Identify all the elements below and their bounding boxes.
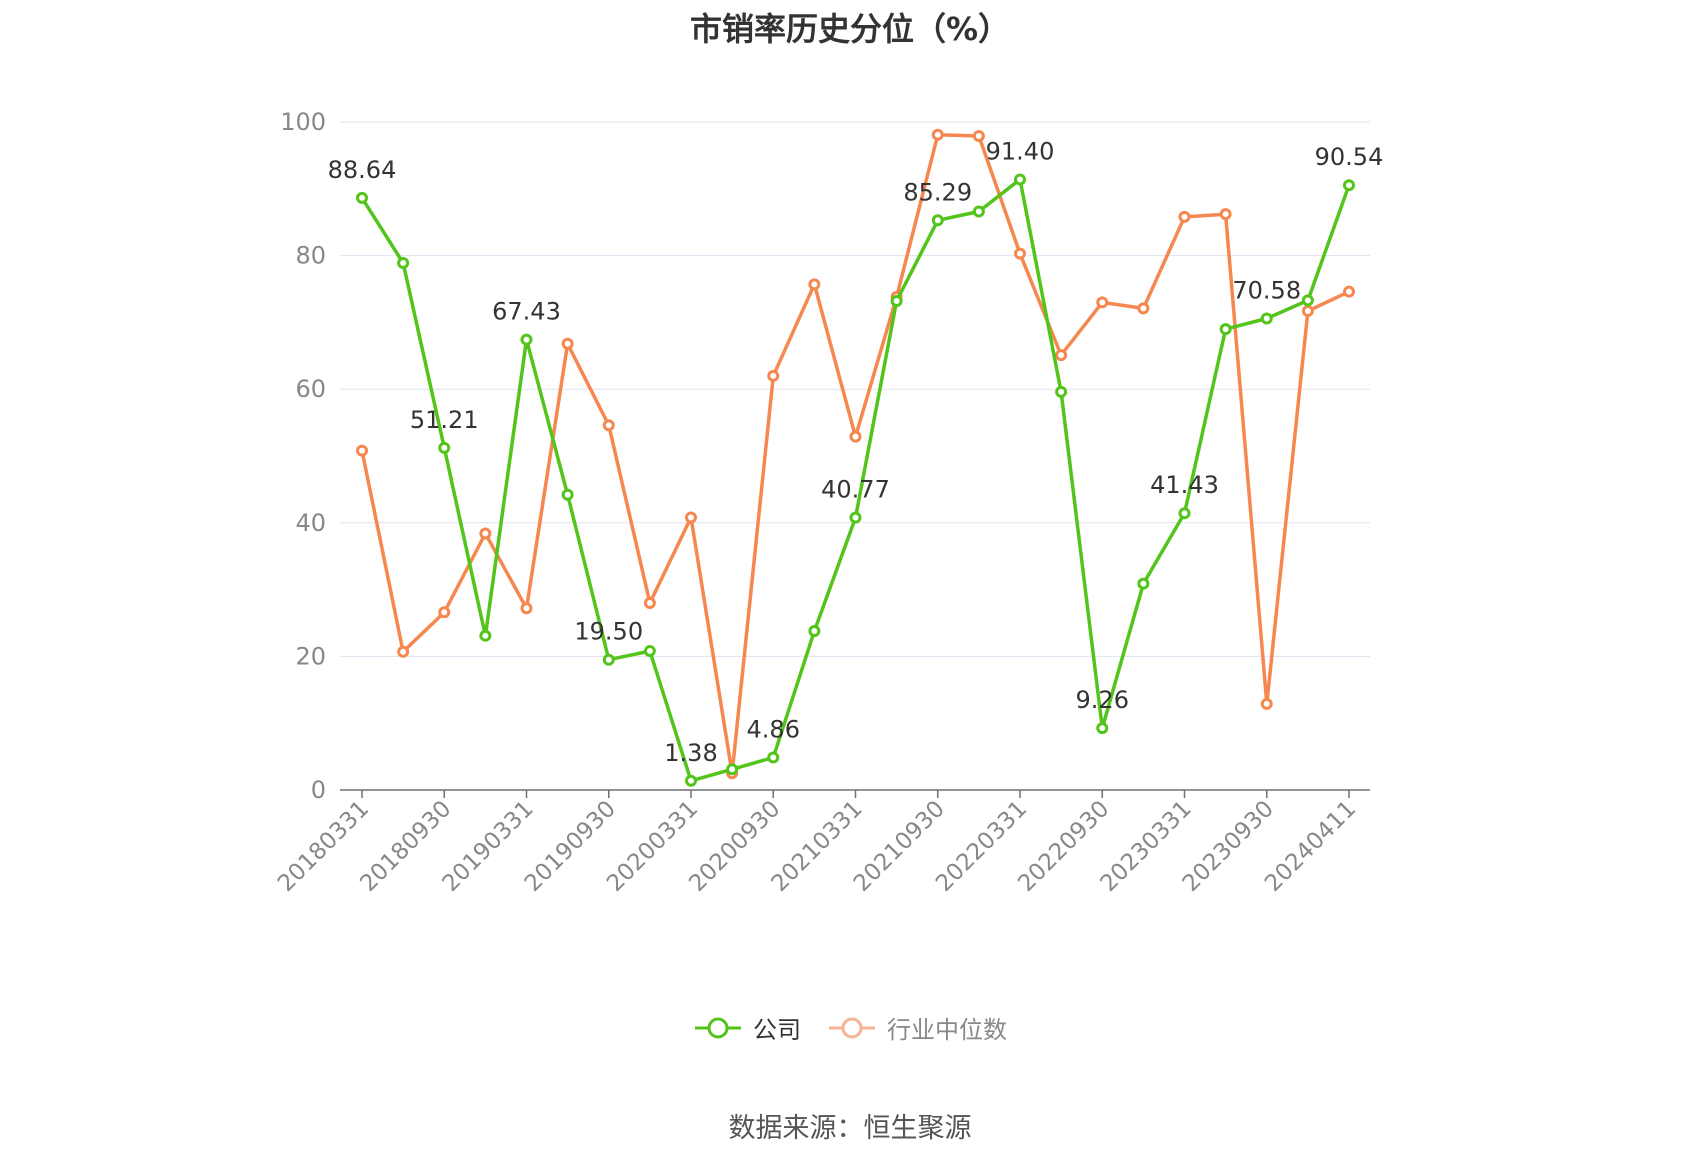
data-point[interactable] (1096, 296, 1109, 309)
data-label: 4.86 (747, 716, 800, 744)
y-tick-label: 0 (311, 776, 326, 804)
data-point[interactable] (1137, 302, 1150, 315)
data-point[interactable] (849, 511, 862, 524)
data-point[interactable] (1219, 208, 1232, 221)
data-point[interactable] (1096, 722, 1109, 735)
data-point[interactable] (685, 774, 697, 787)
y-tick-label: 20 (295, 642, 326, 670)
chart-title: 市销率历史分位（%） (689, 10, 1011, 48)
data-point[interactable] (520, 333, 533, 346)
data-label: 70.58 (1232, 277, 1301, 305)
data-point[interactable] (1260, 312, 1273, 325)
data-point[interactable] (520, 602, 533, 615)
data-point[interactable] (397, 256, 410, 269)
data-point[interactable] (931, 128, 944, 141)
data-point[interactable] (808, 278, 821, 291)
data-point[interactable] (1014, 247, 1026, 260)
legend-company-marker-icon (695, 1017, 741, 1038)
data-point[interactable] (726, 763, 739, 776)
legend-label-industry: 行业中位数 (887, 1016, 1007, 1044)
label-layer: 88.64 51.21 67.43 19.50 1.38 4.86 40.77 85.29 91… (328, 137, 1384, 766)
data-point[interactable] (1343, 179, 1355, 192)
data-label: 85.29 (903, 178, 972, 206)
data-point[interactable] (1219, 323, 1232, 336)
data-point[interactable] (808, 625, 821, 638)
data-point[interactable] (767, 751, 780, 764)
data-point[interactable] (1178, 507, 1191, 520)
data-source-note: 数据来源：恒生聚源 (728, 1113, 972, 1144)
data-label: 67.43 (492, 298, 561, 326)
data-point[interactable] (1014, 173, 1026, 186)
data-point[interactable] (1178, 210, 1191, 223)
y-tick-label: 60 (295, 375, 326, 403)
data-point[interactable] (397, 645, 410, 658)
data-point[interactable] (643, 596, 656, 609)
legend: 公司 行业中位数 (0, 1010, 1700, 1045)
data-point[interactable] (643, 645, 656, 658)
data-point[interactable] (685, 511, 697, 524)
data-label: 9.26 (1076, 686, 1129, 714)
data-point[interactable] (1260, 697, 1273, 710)
data-label: 88.64 (328, 156, 397, 184)
y-tick-label: 40 (295, 509, 326, 537)
data-point[interactable] (1301, 294, 1314, 307)
data-point[interactable] (602, 653, 615, 666)
data-label: 40.77 (821, 476, 890, 504)
data-point[interactable] (1055, 385, 1068, 398)
data-point[interactable] (1343, 285, 1355, 298)
data-point[interactable] (972, 205, 985, 218)
data-label: 91.40 (986, 137, 1055, 165)
data-label: 41.43 (1150, 471, 1219, 499)
series-layer (356, 128, 1355, 787)
data-point[interactable] (356, 444, 368, 457)
data-point[interactable] (1301, 305, 1314, 318)
data-point[interactable] (479, 629, 492, 642)
data-label: 51.21 (410, 406, 479, 434)
legend-label-company: 公司 (753, 1016, 801, 1044)
data-point[interactable] (1137, 577, 1150, 590)
data-label: 19.50 (574, 618, 643, 646)
data-point[interactable] (1055, 349, 1068, 362)
data-point[interactable] (849, 430, 862, 443)
axis-layer: 0204060801002018033120180930201903312019… (273, 108, 1370, 897)
data-point[interactable] (972, 130, 985, 143)
data-point[interactable] (356, 191, 368, 204)
data-point[interactable] (561, 488, 574, 501)
legend-item-company[interactable]: 公司 (693, 1010, 801, 1045)
data-point[interactable] (602, 419, 615, 432)
legend-item-industry[interactable]: 行业中位数 (827, 1010, 1007, 1045)
data-point[interactable] (890, 295, 903, 308)
data-point[interactable] (561, 337, 574, 350)
data-point[interactable] (438, 441, 451, 454)
y-tick-label: 80 (295, 242, 326, 270)
data-point[interactable] (438, 606, 451, 619)
data-label: 1.38 (664, 739, 717, 767)
legend-industry-marker-icon (829, 1017, 875, 1038)
y-tick-label: 100 (280, 108, 326, 136)
data-label: 90.54 (1315, 143, 1384, 171)
data-point[interactable] (479, 527, 492, 540)
data-point[interactable] (767, 369, 780, 382)
data-point[interactable] (931, 214, 944, 227)
